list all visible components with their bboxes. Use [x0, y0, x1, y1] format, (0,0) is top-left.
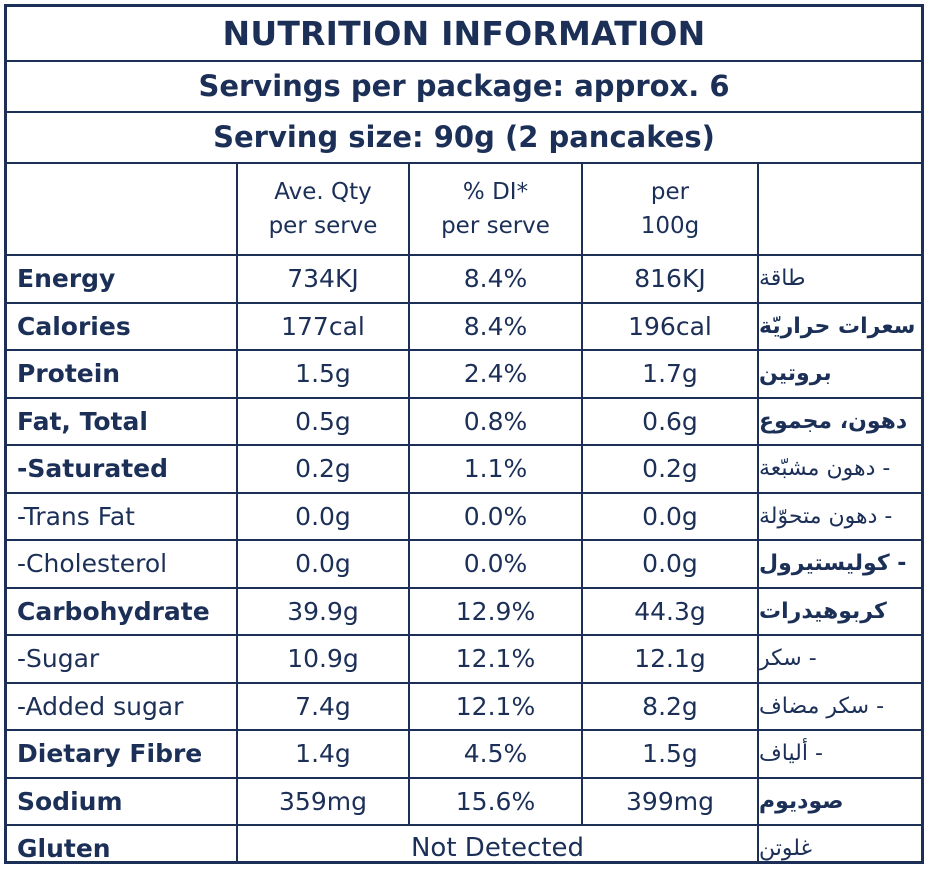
header-ave-qty-line1: Ave. Qty: [274, 179, 372, 205]
qty-per-100g: 399mg: [626, 786, 714, 816]
qty-per-serve: 1.4g: [295, 739, 351, 769]
nutrient-name-arabic: صوديوم: [759, 788, 844, 814]
di-per-serve: 8.4%: [463, 264, 528, 294]
table-row: Protein 1.5g 2.4% 1.7g بروتين: [7, 351, 921, 399]
qty-per-100g: 0.0g: [642, 501, 698, 531]
header-per100-line2: 100g: [640, 213, 700, 239]
qty-per-serve: 0.0g: [295, 501, 351, 531]
di-per-serve: 2.4%: [463, 359, 528, 389]
header-di-line1: % DI*: [462, 179, 529, 205]
header-di: % DI* per serve: [410, 164, 581, 254]
table-row: -Saturated 0.2g 1.1% 0.2g - دهون مشبّعة: [7, 446, 921, 494]
nutrient-name: -Cholesterol: [17, 549, 168, 579]
nutrient-name-arabic: - سكر: [759, 646, 817, 672]
di-per-serve: 1.1%: [463, 454, 528, 484]
qty-per-serve: 177cal: [281, 311, 365, 341]
table-row: Carbohydrate 39.9g 12.9% 44.3g كربوهيدرات: [7, 589, 921, 636]
qty-per-100g: 1.7g: [642, 359, 698, 389]
gluten-label: Gluten: [17, 833, 111, 863]
qty-per-100g: 0.6g: [642, 406, 698, 436]
qty-per-100g: 0.0g: [642, 549, 698, 579]
header-ave-qty-line2: per serve: [268, 213, 378, 239]
nutrient-name-arabic: بروتين: [759, 361, 832, 387]
header-blank-right: [759, 164, 916, 254]
nutrition-label: NUTRITION INFORMATION Servings per packa…: [4, 4, 924, 864]
table-row: -Sugar 10.9g 12.1% 12.1g - سكر: [7, 636, 921, 684]
column-header-row: Ave. Qty per serve % DI* per serve per 1…: [7, 164, 921, 256]
table-row: Fat, Total 0.5g 0.8% 0.6g دهون، مجموع: [7, 399, 921, 446]
header-per100-line1: per: [650, 179, 690, 205]
nutrient-name: Fat, Total: [17, 406, 148, 436]
nutrient-name-arabic: دهون، مجموع: [759, 408, 908, 434]
table-row: Dietary Fibre 1.4g 4.5% 1.5g - ألياف: [7, 731, 921, 779]
di-per-serve: 8.4%: [463, 311, 528, 341]
table-row: Energy 734KJ 8.4% 816KJ طاقة: [7, 256, 921, 304]
header-blank-left: [17, 164, 235, 254]
gluten-row: Gluten Not Detected غلوتن: [7, 826, 921, 870]
nutrient-name: -Added sugar: [17, 691, 184, 721]
qty-per-serve: 0.5g: [295, 406, 351, 436]
qty-per-serve: 7.4g: [295, 691, 351, 721]
servings-per-package: Servings per package: approx. 6: [7, 62, 921, 113]
nutrient-name-arabic: - دهون مشبّعة: [759, 456, 891, 482]
di-per-serve: 12.1%: [455, 644, 536, 674]
di-per-serve: 0.8%: [463, 406, 528, 436]
qty-per-serve: 1.5g: [295, 359, 351, 389]
nutrient-name: -Saturated: [17, 454, 169, 484]
nutrient-name: -Sugar: [17, 644, 100, 674]
nutrient-name-arabic: - دهون متحوّلة: [759, 503, 893, 529]
table-row: Sodium 359mg 15.6% 399mg صوديوم: [7, 779, 921, 826]
qty-per-100g: 12.1g: [634, 644, 706, 674]
nutrient-name: Energy: [17, 264, 116, 294]
di-per-serve: 0.0%: [463, 549, 528, 579]
divider-3: [581, 164, 583, 826]
table-row: -Cholesterol 0.0g 0.0% 0.0g - كوليستيرول: [7, 541, 921, 589]
nutrient-name-arabic: كربوهيدرات: [759, 598, 887, 624]
divider-2: [408, 164, 410, 826]
di-per-serve: 4.5%: [463, 739, 528, 769]
nutrient-name-arabic: - ألياف: [759, 741, 823, 767]
nutrient-name: Protein: [17, 359, 121, 389]
nutrient-name: Calories: [17, 311, 131, 341]
qty-per-100g: 44.3g: [634, 596, 706, 626]
qty-per-serve: 39.9g: [287, 596, 359, 626]
divider-1: [236, 164, 238, 861]
header-per100: per 100g: [583, 164, 757, 254]
header-ave-qty: Ave. Qty per serve: [238, 164, 408, 254]
table-row: -Added sugar 7.4g 12.1% 8.2g - سكر مضاف: [7, 684, 921, 731]
divider-4: [757, 164, 759, 861]
qty-per-serve: 10.9g: [287, 644, 359, 674]
nutrient-name-arabic: - كوليستيرول: [759, 551, 907, 577]
di-per-serve: 0.0%: [463, 501, 528, 531]
nutrient-name: Carbohydrate: [17, 596, 210, 626]
di-per-serve: 12.9%: [455, 596, 536, 626]
qty-per-100g: 0.2g: [642, 454, 698, 484]
qty-per-serve: 0.0g: [295, 549, 351, 579]
di-per-serve: 12.1%: [455, 691, 536, 721]
label-title: NUTRITION INFORMATION: [7, 7, 921, 62]
gluten-label-arabic: غلوتن: [759, 835, 813, 861]
qty-per-100g: 1.5g: [642, 739, 698, 769]
nutrient-name: Dietary Fibre: [17, 739, 203, 769]
nutrient-name-arabic: طاقة: [759, 266, 806, 292]
qty-per-100g: 8.2g: [642, 691, 698, 721]
table-row: Calories 177cal 8.4% 196cal سعرات حراريّة: [7, 304, 921, 351]
table-row: -Trans Fat 0.0g 0.0% 0.0g - دهون متحوّلة: [7, 494, 921, 541]
gluten-value: Not Detected: [410, 833, 584, 863]
di-per-serve: 15.6%: [455, 786, 536, 816]
nutrient-name-arabic: سعرات حراريّة: [759, 313, 916, 339]
nutrient-name: Sodium: [17, 786, 123, 816]
qty-per-100g: 196cal: [628, 311, 712, 341]
nutrient-name-arabic: - سكر مضاف: [759, 693, 885, 719]
serving-size: Serving size: 90g (2 pancakes): [7, 113, 921, 164]
qty-per-100g: 816KJ: [634, 264, 706, 294]
qty-per-serve: 359mg: [279, 786, 367, 816]
header-di-line2: per serve: [441, 213, 550, 239]
qty-per-serve: 0.2g: [295, 454, 351, 484]
nutrient-name: -Trans Fat: [17, 501, 135, 531]
qty-per-serve: 734KJ: [287, 264, 359, 294]
